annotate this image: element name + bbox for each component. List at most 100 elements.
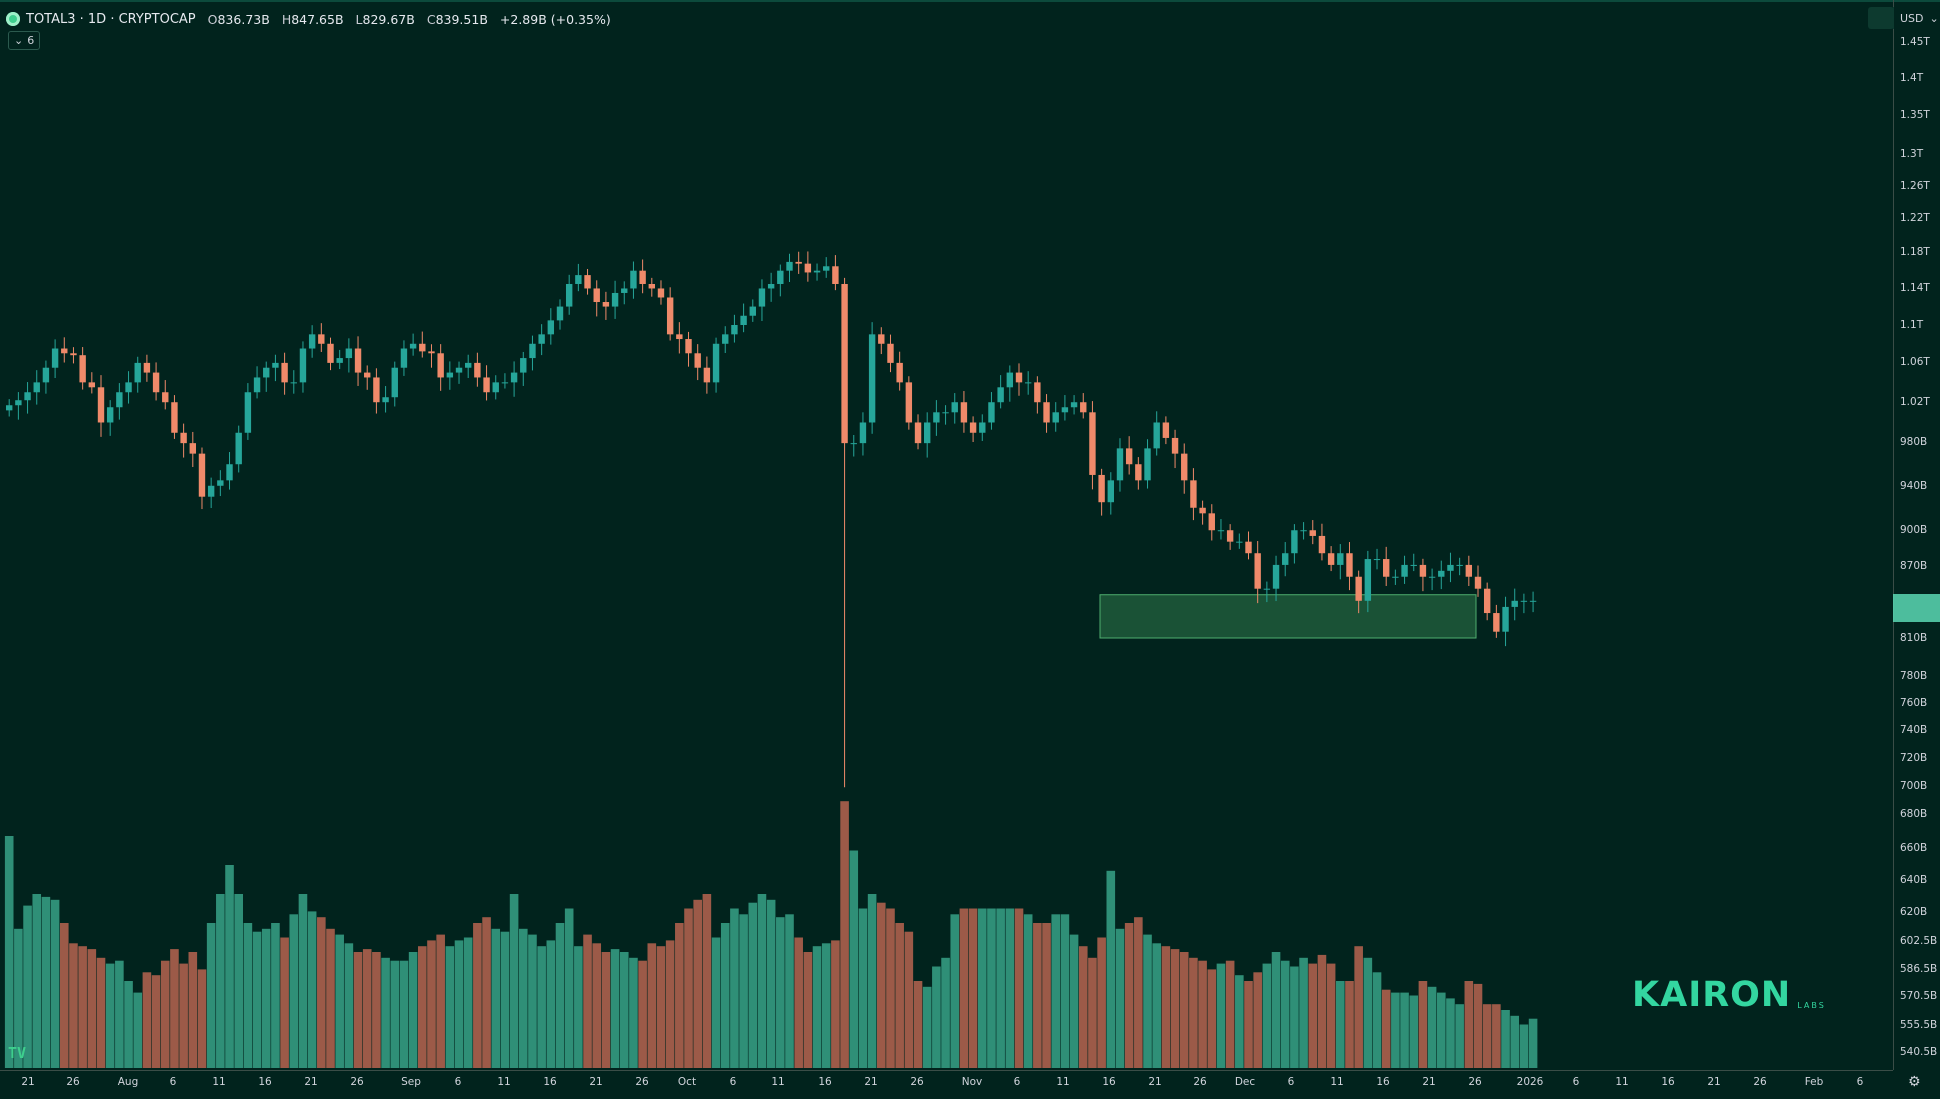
volume-bar <box>509 894 519 1068</box>
candle-body <box>299 348 307 383</box>
volume-bar <box>500 931 510 1068</box>
volume-bar <box>895 923 904 1068</box>
volume-bar <box>307 911 317 1068</box>
candle-body <box>1263 588 1271 590</box>
candle-body <box>850 443 857 445</box>
time-tick-label: 21 <box>304 1076 318 1088</box>
candle-body <box>1254 553 1261 589</box>
candle-body <box>1346 553 1353 577</box>
volume-bar <box>564 908 574 1068</box>
candle-body <box>88 382 96 388</box>
chevron-down-icon: ⌄ <box>1929 11 1939 25</box>
volume-bar <box>206 923 216 1068</box>
current-price-marker <box>1893 594 1940 622</box>
candle-body <box>1474 576 1482 589</box>
time-tick-label: 16 <box>818 1076 832 1088</box>
price-tick-label: 602.5B <box>1900 935 1938 947</box>
volume-bar <box>913 981 923 1068</box>
candle-body <box>61 348 68 354</box>
candle-body <box>969 422 977 433</box>
volume-bar <box>996 908 1005 1068</box>
candle-body <box>1438 570 1445 577</box>
candlestick-chart[interactable] <box>0 0 1893 1070</box>
volume-bar <box>904 931 914 1068</box>
volume-bar <box>785 914 794 1068</box>
volume-bar <box>1262 963 1272 1068</box>
candle-body <box>1300 530 1307 532</box>
volume-bar <box>1464 981 1474 1068</box>
symbol-title[interactable]: TOTAL3 · 1D · CRYPTOCAP <box>26 11 196 27</box>
volume-bar <box>748 902 758 1068</box>
support-zone-rect[interactable] <box>1099 594 1477 639</box>
volume-bar <box>1317 954 1327 1068</box>
candle-body <box>345 348 353 359</box>
volume-bar <box>1179 952 1189 1068</box>
candle-body <box>529 343 536 359</box>
volume-bar <box>1400 992 1409 1068</box>
currency-selector[interactable]: USD ⌄ <box>1893 7 1940 29</box>
volume-bar <box>32 894 42 1068</box>
volume-bar <box>877 902 886 1068</box>
status-dot-icon <box>6 12 20 26</box>
indicator-count: 6 <box>27 34 35 47</box>
price-tick-label: 980B <box>1900 436 1928 448</box>
candle-body <box>1282 553 1289 565</box>
high-value: 847.65B <box>291 11 344 27</box>
candle-body <box>520 358 527 373</box>
time-axis[interactable] <box>0 1070 1893 1099</box>
candle-body <box>988 402 995 423</box>
price-axis[interactable] <box>1893 0 1940 1070</box>
candle-body <box>198 453 206 497</box>
volume-bar <box>271 923 280 1068</box>
time-tick-label: 21 <box>1148 1076 1162 1088</box>
price-tick-label: 700B <box>1900 780 1928 792</box>
volume-bar <box>1078 946 1088 1068</box>
candle-body <box>116 392 123 408</box>
time-tick-label: 26 <box>910 1076 924 1088</box>
gear-icon[interactable]: ⚙ <box>1908 1074 1921 1090</box>
candle-body <box>1272 564 1280 589</box>
indicators-toggle-button[interactable]: ⌄ 6 <box>8 31 41 50</box>
candle-body <box>593 288 600 303</box>
time-tick-label: 6 <box>729 1076 737 1088</box>
time-tick-label: 21 <box>1707 1076 1721 1088</box>
volume-bar <box>4 836 14 1068</box>
volume-bar <box>739 914 748 1068</box>
volume-bar <box>849 850 859 1068</box>
time-tick-label: 26 <box>635 1076 649 1088</box>
price-tick-label: 1.35T <box>1900 109 1930 121</box>
volume-bar <box>142 972 152 1068</box>
screenshot-button[interactable] <box>1838 7 1860 29</box>
candle-body <box>1483 588 1491 614</box>
chevron-down-icon: ⌄ <box>14 34 24 47</box>
open-value: 836.73B <box>217 11 270 27</box>
fullscreen-button[interactable] <box>1868 7 1894 29</box>
volume-bar <box>629 957 638 1068</box>
price-tick-label: 1.45T <box>1900 36 1930 48</box>
time-tick-label: 11 <box>1056 1076 1070 1088</box>
candle-layer <box>6 251 1537 788</box>
volume-bar <box>821 943 831 1068</box>
candle-body <box>1465 564 1473 577</box>
candle-body <box>1318 535 1326 554</box>
time-tick-label: 6 <box>169 1076 177 1088</box>
volume-bar <box>160 960 170 1068</box>
volume-bar <box>546 940 556 1068</box>
symbol-header: TOTAL3 · 1D · CRYPTOCAP O836.73B H847.65… <box>6 9 611 29</box>
time-tick-label: 16 <box>543 1076 557 1088</box>
volume-bar <box>840 801 849 1068</box>
candle-body <box>455 367 463 373</box>
volume-bar <box>601 952 611 1068</box>
volume-bar <box>1482 1004 1492 1068</box>
candle-body <box>795 261 802 264</box>
time-tick-label: 21 <box>589 1076 603 1088</box>
volume-bar <box>1253 972 1262 1068</box>
volume-bar <box>1060 914 1070 1068</box>
price-tick-label: 1.14T <box>1900 282 1930 294</box>
candle-body <box>547 320 555 335</box>
volume-bar <box>1170 949 1180 1068</box>
volume-bar <box>335 934 344 1068</box>
volume-bar <box>610 949 620 1068</box>
candle-body <box>868 334 876 423</box>
volume-bar <box>950 914 960 1068</box>
